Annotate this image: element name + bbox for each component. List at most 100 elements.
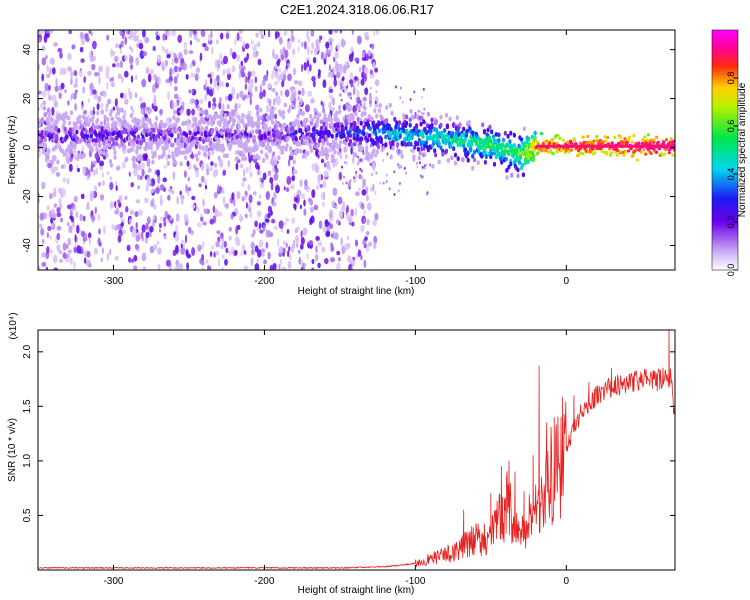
spectrogram-noise-mark	[56, 232, 61, 241]
spectrogram-noise-mark	[56, 207, 61, 214]
spectrogram-signal-mark	[139, 156, 143, 162]
spectrogram-noise-mark	[209, 77, 213, 85]
spectrogram-signal-mark	[176, 117, 180, 122]
spectrogram-noise-mark	[274, 30, 278, 40]
snr-frame	[37, 329, 676, 571]
spectrogram-noise-mark	[124, 195, 128, 200]
spectrogram-signal-mark	[325, 122, 329, 127]
spectrogram-noise-mark	[176, 196, 179, 205]
spectrogram-noise-mark	[209, 251, 213, 257]
spectrogram-signal-mark	[602, 150, 606, 154]
spectrogram-noise-mark	[208, 166, 214, 171]
spectrogram-signal-mark	[426, 111, 430, 117]
spectrogram-signal-mark	[415, 126, 419, 132]
spectrogram-signal-mark	[179, 150, 183, 156]
spectrogram-signal-mark	[536, 151, 540, 155]
spectrogram-signal-mark	[516, 167, 520, 173]
spectrogram-signal-mark	[144, 146, 148, 152]
spectrogram-signal-mark	[326, 148, 330, 154]
spectrogram-signal-mark	[73, 143, 77, 149]
spectrogram-noise-mark	[291, 175, 296, 182]
spectrogram-noise-mark	[236, 93, 239, 100]
spectrogram-signal-mark	[632, 133, 636, 138]
spectrogram-noise-mark	[241, 181, 245, 188]
spectrogram-noise-mark	[58, 197, 62, 206]
spectrogram-signal-mark	[380, 115, 384, 121]
spectrogram-signal-mark	[365, 145, 369, 151]
spectrogram-noise-mark	[297, 95, 300, 101]
spectrogram-signal-mark	[338, 104, 342, 110]
spectrogram-noise-mark	[41, 45, 46, 52]
spectrogram-signal-mark	[313, 107, 317, 113]
spectrogram-signal-mark	[603, 135, 607, 139]
spectrogram-noise-mark	[248, 203, 251, 211]
spectrogram-noise-mark	[349, 179, 352, 183]
spectrogram-noise-mark	[223, 240, 227, 248]
spectrogram-noise-mark	[75, 211, 79, 219]
spectrogram-noise-mark	[363, 209, 366, 216]
spectrogram-noise-mark	[156, 54, 162, 64]
y-tick-label: -20	[22, 189, 33, 204]
spectrogram-noise-mark	[267, 30, 271, 38]
spectrogram-noise-mark	[243, 265, 248, 270]
spectrogram-noise-mark	[330, 71, 334, 78]
spectrogram-noise-mark	[172, 249, 177, 256]
spectrogram-signal-mark	[671, 153, 675, 157]
spectrogram-noise-mark	[197, 222, 202, 228]
spectrogram-noise-mark	[126, 30, 129, 34]
spectrogram-noise-mark	[210, 161, 214, 166]
spectrogram-noise-mark	[130, 64, 133, 70]
spectrogram-noise-mark	[67, 66, 72, 72]
spectrogram-noise-mark	[228, 226, 232, 232]
colorbar-tick-label: 0.0	[726, 264, 736, 277]
spectrogram-noise-mark	[155, 31, 159, 36]
spectrogram-signal-mark	[385, 118, 389, 123]
spectrogram-signal-mark	[301, 153, 305, 159]
spectrogram-signal-mark	[194, 131, 198, 137]
spectrogram-noise-mark	[303, 62, 307, 71]
spectrogram-noise-mark	[393, 193, 396, 196]
spectrogram-signal-mark	[649, 151, 653, 156]
spectrogram-signal-mark	[331, 139, 335, 145]
spectrogram-noise-mark	[419, 119, 421, 123]
spectrogram-signal-mark	[319, 125, 324, 131]
spectrogram-signal-mark	[370, 152, 374, 158]
spectrogram-signal-mark	[377, 128, 381, 134]
spectrogram-signal-mark	[402, 115, 406, 120]
spectrogram-noise-mark	[219, 53, 223, 62]
spectrogram-noise-mark	[215, 250, 220, 256]
spectrogram-noise-mark	[228, 250, 232, 256]
spectrogram-noise-mark	[373, 235, 378, 244]
spectrogram-noise-mark	[422, 87, 425, 91]
spectrogram-signal-mark	[105, 153, 109, 158]
spectrogram-noise-mark	[322, 102, 325, 109]
spectrogram-noise-mark	[146, 158, 151, 168]
spectrogram-noise-mark	[308, 239, 314, 246]
spectrogram-noise-mark	[231, 86, 236, 96]
spectrogram-noise-mark	[216, 59, 221, 67]
spectrogram-signal-mark	[211, 127, 215, 133]
spectrogram-signal-mark	[236, 129, 240, 134]
spectrogram-noise-mark	[49, 58, 53, 65]
spectrogram-noise-mark	[234, 102, 238, 112]
spectrogram-noise-mark	[176, 73, 180, 79]
spectrogram-signal-mark	[136, 134, 141, 140]
spectrogram-signal-mark	[116, 165, 120, 171]
spectrogram-noise-mark	[328, 223, 333, 230]
spectrogram-signal-mark	[202, 109, 206, 115]
spectrogram-noise-mark	[162, 33, 166, 41]
spectrogram-noise-mark	[39, 223, 43, 229]
spectrogram-noise-mark	[272, 98, 276, 106]
spectrogram-noise-mark	[287, 260, 292, 270]
spectrogram-signal-mark	[375, 113, 379, 119]
spectrogram-noise-mark	[189, 30, 193, 38]
spectrogram-noise-mark	[146, 177, 152, 186]
spectrogram-noise-mark	[251, 248, 255, 256]
spectrogram-noise-mark	[363, 259, 367, 269]
spectrogram-noise-mark	[56, 244, 61, 252]
spectrogram-noise-mark	[200, 30, 206, 37]
spectrogram-noise-mark	[300, 267, 303, 270]
spectrogram-noise-mark	[266, 70, 269, 77]
spectrogram-signal-mark	[516, 173, 520, 179]
spectrogram-signal-mark	[646, 133, 651, 137]
